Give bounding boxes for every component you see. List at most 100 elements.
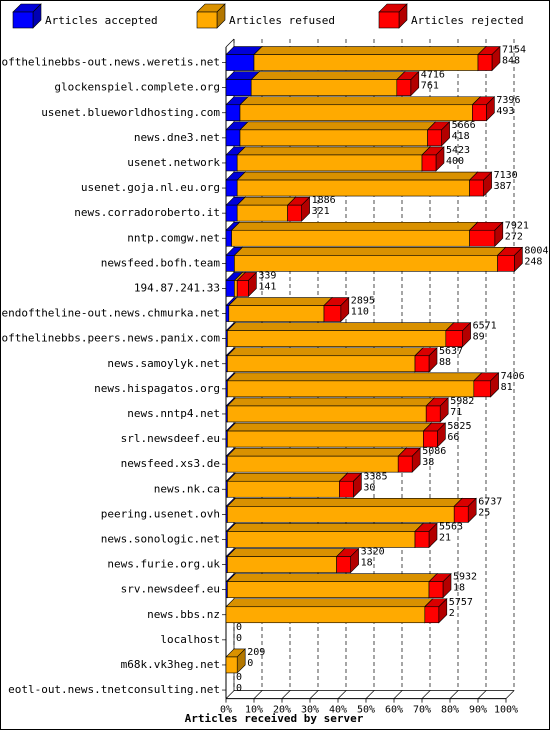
- bar-rejected-front: [473, 380, 491, 398]
- grid-floor-10: [253, 690, 263, 699]
- category-label: news.furie.org.uk: [107, 558, 220, 571]
- category-label: 194.87.241.33: [134, 281, 220, 294]
- x-tick-label: 90%: [469, 705, 487, 716]
- x-tick-label: 100%: [494, 705, 518, 716]
- bar-rejected-front: [428, 581, 444, 598]
- total-label: 5563: [439, 521, 463, 532]
- bar-rejected: [453, 497, 477, 524]
- bar-refused-front: [234, 255, 498, 272]
- bar-rejected-front: [425, 405, 441, 423]
- bar-rejected-front: [427, 129, 442, 147]
- bar-refused-top: [225, 598, 434, 608]
- bar-refused-front: [231, 229, 470, 247]
- bar-refused: [226, 422, 433, 448]
- bar-rejected: [424, 598, 448, 624]
- total-label: 8004: [524, 245, 548, 256]
- bar-refused-top: [253, 46, 487, 55]
- bar-refused-top: [226, 498, 463, 507]
- total-label: 5825: [447, 421, 471, 432]
- category-label: nntp.comgw.net: [127, 231, 220, 244]
- bar-rejected-front: [339, 480, 354, 498]
- grid-floor-50: [365, 690, 375, 699]
- secondary-label: 2: [449, 608, 455, 619]
- bar-refused: [250, 70, 406, 97]
- bar-refused: [226, 472, 349, 498]
- legend-swatch-accepted-front: [12, 11, 34, 29]
- secondary-label: 761: [421, 81, 439, 92]
- bar-refused: [226, 547, 346, 574]
- bar-rejected-front: [445, 330, 463, 347]
- secondary-label: 400: [446, 156, 464, 167]
- bar-refused-front: [250, 79, 398, 96]
- bar-refused: [226, 372, 483, 398]
- x-tick-label: 60%: [385, 705, 403, 716]
- secondary-label: 0: [236, 683, 242, 694]
- bar-rejected: [496, 246, 524, 273]
- x-axis: 0% 10% 20% 30% 40% 50% 60% 70% 80% 90% 100%: [220, 698, 518, 716]
- bar-rejected-front: [396, 79, 412, 96]
- bar-rejected: [426, 121, 451, 147]
- secondary-label: 30: [363, 482, 375, 493]
- secondary-label: 25: [478, 507, 490, 518]
- secondary-label: 248: [524, 256, 542, 267]
- bar-refused: [239, 121, 437, 147]
- bar-rejected: [473, 372, 500, 398]
- total-label: 5982: [450, 396, 474, 407]
- bar-refused-front: [227, 556, 337, 573]
- bar-rejected: [471, 96, 496, 122]
- bar-refused: [239, 96, 482, 122]
- bar-rejected-front: [287, 204, 302, 222]
- bar-refused-front: [228, 305, 325, 322]
- bar-accepted-front: [225, 179, 238, 197]
- bar-refused-top: [230, 221, 479, 231]
- bar-refused-front: [236, 179, 470, 197]
- bar-refused-front: [225, 606, 426, 624]
- bar-rejected: [414, 522, 438, 549]
- x-axis-title: Articles received by server: [185, 712, 364, 725]
- category-label: endofthelinebbs-out.news.weretis.net: [1, 56, 220, 69]
- total-label: 7154: [502, 45, 526, 56]
- x-tick-label: 0%: [220, 705, 232, 716]
- x-tick-label: 40%: [329, 705, 347, 716]
- secondary-label: 493: [496, 106, 514, 117]
- bar-rejected: [236, 271, 258, 298]
- secondary-label: 88: [439, 357, 451, 368]
- total-label: 4716: [421, 70, 445, 81]
- category-label: usenet.blueworldhosting.com: [41, 106, 220, 119]
- bar-rejected: [414, 347, 438, 373]
- category-label: news.samoylyk.net: [107, 357, 220, 370]
- bar-refused: [233, 246, 507, 273]
- category-label: m68k.vk3heg.net: [121, 658, 220, 671]
- bar-rejected-front: [397, 455, 413, 473]
- bar-accepted-front: [225, 79, 252, 96]
- total-label: 5757: [449, 597, 473, 608]
- bar-accepted-front: [225, 154, 238, 172]
- x-tick-label: 50%: [357, 705, 375, 716]
- bar-refused-front: [227, 355, 416, 373]
- secondary-label: 81: [501, 382, 513, 393]
- grid-floor-100: [505, 690, 515, 699]
- category-label: srl.newsdeef.eu: [121, 432, 220, 445]
- bar-refused-top: [226, 422, 433, 432]
- category-label: newsfeed.xs3.de: [121, 457, 220, 470]
- total-label: 5423: [446, 145, 470, 156]
- secondary-label: 38: [422, 457, 434, 468]
- secondary-label: 0: [236, 633, 242, 644]
- bar-refused: [236, 196, 297, 222]
- total-label: 6571: [473, 321, 497, 332]
- bar-rejected: [421, 146, 445, 172]
- bar-refused: [226, 347, 424, 373]
- bar-refused: [226, 572, 438, 599]
- bar-rejected: [323, 296, 350, 323]
- bar-refused-front: [239, 129, 428, 147]
- bar-refused-top: [226, 472, 349, 482]
- bar-refused-top: [239, 121, 437, 131]
- bar-refused-front: [236, 154, 423, 172]
- bar-refused: [226, 447, 407, 473]
- grid-floor-40: [337, 690, 347, 699]
- grid-floor-0: [225, 690, 235, 699]
- secondary-label: 418: [452, 131, 470, 142]
- x-tick-label: 70%: [413, 705, 431, 716]
- category-label: news.corradoroberto.it: [74, 206, 220, 219]
